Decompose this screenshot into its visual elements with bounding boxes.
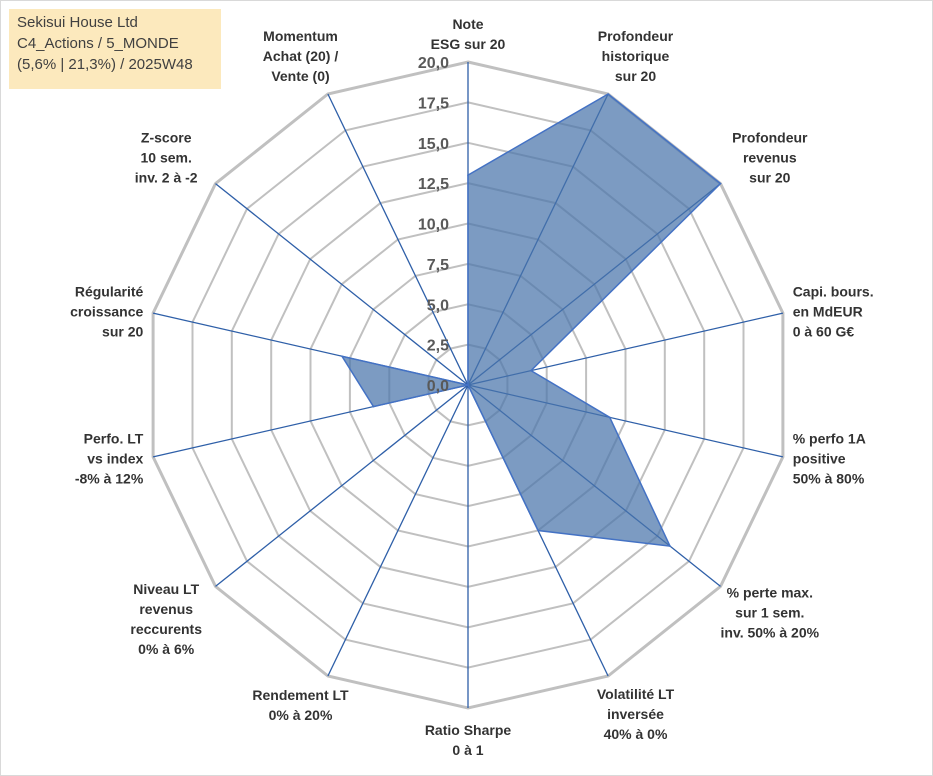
data-point (719, 182, 722, 185)
axis-spoke (327, 384, 469, 677)
tick-label: 10,0 (418, 217, 449, 234)
axis-spoke (215, 183, 469, 386)
data-point (669, 545, 671, 547)
tick-label: 20,0 (418, 55, 449, 72)
axis-label: Perfo. LT vs index -8% à 12% (75, 431, 144, 487)
category-label: C4_Actions / 5_MONDE (17, 35, 179, 52)
period-label: (5,6% | 21,3%) / 2025W48 (17, 56, 193, 73)
tick-label: 17,5 (418, 95, 449, 112)
series-area (340, 93, 722, 548)
axis-label: Momentum Achat (20) / Vente (0) (263, 28, 339, 84)
axis-label: Profondeur historique sur 20 (598, 28, 674, 84)
axis-label: Profondeur revenus sur 20 (732, 129, 808, 185)
radial-tick-labels: 0,0 2,5 5,0 7,5 10,0 12,5 15,0 17,5 20,0 (418, 55, 449, 395)
tick-label: 12,5 (418, 176, 449, 193)
data-point (530, 369, 532, 372)
data-point (467, 384, 469, 386)
axis-spoke (215, 384, 469, 587)
axis-label: Capi. bours. en MdEUR 0 à 60 G€ (793, 283, 874, 339)
axis-label: Ratio Sharpe 0 à 1 (425, 722, 512, 758)
tick-label: 7,5 (427, 257, 449, 274)
axis-label: Volatilité LT inversée 40% à 0% (597, 686, 675, 742)
data-point (607, 93, 609, 95)
data-point (537, 529, 539, 532)
tick-label: 0,0 (427, 378, 449, 395)
axis-label: Régularité croissance sur 20 (70, 283, 143, 339)
data-point (372, 405, 375, 408)
axis-label: % perte max. sur 1 sem. inv. 50% à 20% (721, 585, 820, 641)
data-point (608, 416, 611, 419)
info-box: Sekisui House Ltd C4_Actions / 5_MONDE (… (9, 9, 221, 89)
axis-spoke (327, 93, 469, 386)
tick-label: 2,5 (427, 338, 449, 355)
data-point (467, 174, 469, 176)
axis-label: Niveau LT revenus reccurents 0% à 6% (130, 581, 202, 657)
tick-label: 5,0 (427, 297, 449, 314)
data-point (341, 355, 343, 358)
axis-label: % perfo 1A positive 50% à 80% (793, 431, 866, 487)
axis-label: Rendement LT 0% à 20% (252, 687, 349, 723)
axis-label: Z-score 10 sem. inv. 2 à -2 (135, 129, 198, 185)
axis-labels: Note ESG sur 20 Profondeur historique sur 20… (70, 16, 873, 758)
axis-label: Note ESG sur 20 (431, 16, 506, 52)
tick-label: 15,0 (418, 136, 449, 153)
company-name: Sekisui House Ltd (17, 14, 138, 31)
radar-series (340, 93, 722, 548)
